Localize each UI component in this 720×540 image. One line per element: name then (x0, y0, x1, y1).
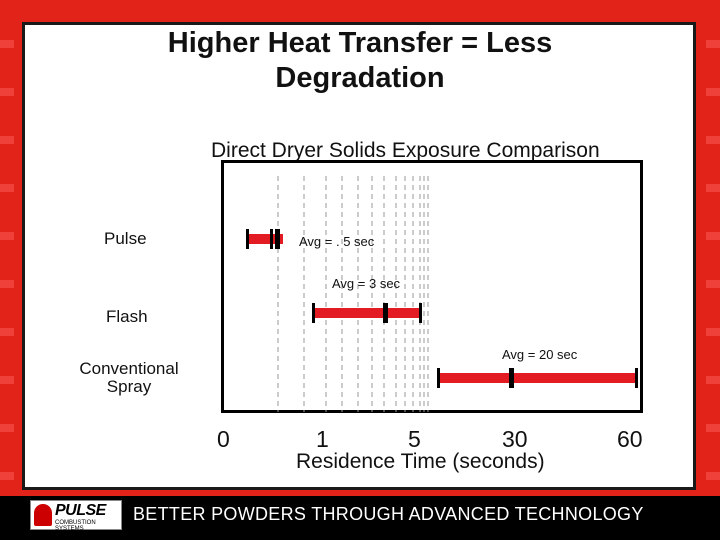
flame-icon (34, 504, 52, 526)
annotation-flash: Avg = 3 sec (332, 276, 401, 291)
logo-wordmark: PULSE (55, 502, 106, 519)
bar-1-end-cap-0 (312, 303, 315, 323)
row-label-spray-line1: Conventional (79, 359, 179, 378)
gridlines (277, 176, 429, 412)
bar-2-avg-marker (509, 368, 514, 388)
bar-2-end-cap-0 (437, 368, 440, 388)
row-label-spray-line2: Spray (106, 377, 152, 396)
row-label-flash: Flash (106, 308, 148, 326)
x-tick-5: 5 (408, 426, 421, 452)
slide-title: Higher Heat Transfer = Less Degradation (0, 26, 720, 96)
row-label-pulse-text: Pulse (104, 229, 147, 248)
bars-group (246, 229, 638, 388)
x-tick-1: 1 (316, 426, 329, 452)
bar-0-avg-marker (275, 229, 280, 249)
bar-1-avg-marker (383, 303, 388, 323)
row-label-flash-text: Flash (106, 307, 148, 326)
bar-0-end-cap-0 (246, 229, 249, 249)
slide-title-line2: Degradation (275, 62, 445, 94)
bar-1 (313, 308, 420, 318)
bar-1-end-cap-1 (419, 303, 422, 323)
annotation-pulse: Avg = . 5 sec (299, 234, 375, 249)
logo-subtext: COMBUSTION SYSTEMS (55, 520, 96, 532)
row-label-pulse: Pulse (104, 230, 147, 248)
x-tick-60: 60 (617, 426, 643, 452)
footer-tagline: BETTER POWDERS THROUGH ADVANCED TECHNOLO… (133, 504, 644, 524)
bar-0 (247, 234, 283, 244)
chart-title: Direct Dryer Solids Exposure Comparison (211, 139, 600, 162)
plot-area (221, 160, 643, 413)
x-tick-0: 0 (217, 426, 230, 452)
annotation-spray: Avg = 20 sec (502, 347, 578, 362)
row-label-conventional-spray: Conventional Spray (76, 360, 182, 396)
bar-2-end-cap-1 (635, 368, 638, 388)
slide-title-line1: Higher Heat Transfer = Less (167, 27, 553, 59)
pulse-logo: PULSE COMBUSTION SYSTEMS (30, 500, 122, 532)
x-tick-30: 30 (502, 426, 528, 452)
x-axis-label: Residence Time (seconds) (296, 450, 545, 473)
bar-0-end-cap-1 (270, 229, 273, 249)
bar-2 (438, 373, 636, 383)
